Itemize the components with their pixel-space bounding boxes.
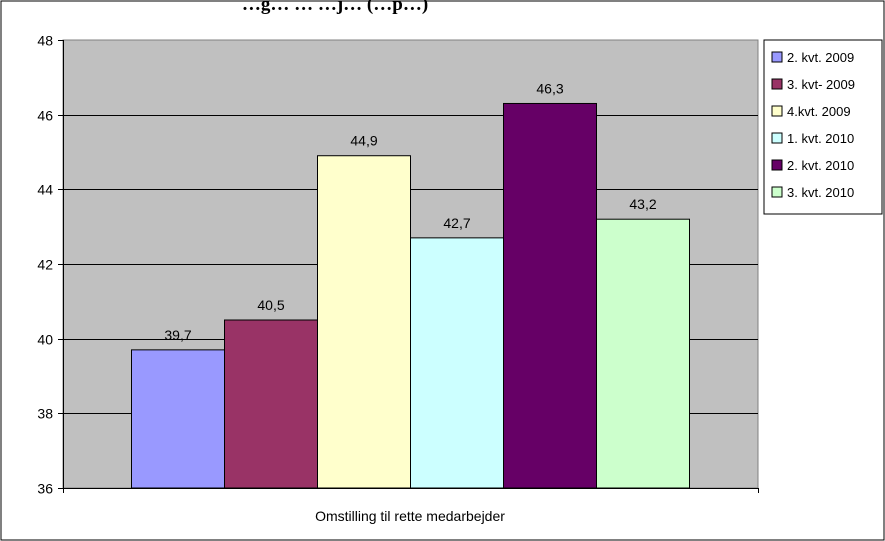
bar bbox=[317, 155, 411, 489]
y-tick-label: 36 bbox=[37, 481, 53, 497]
chart-title: …g… … …j… (…p…) bbox=[242, 0, 428, 15]
legend-swatch bbox=[771, 51, 783, 63]
legend-swatch bbox=[771, 78, 783, 90]
legend-label: 3. kvt- 2009 bbox=[787, 77, 855, 92]
bar bbox=[224, 319, 318, 489]
legend-swatch bbox=[771, 186, 783, 198]
y-tick-label: 46 bbox=[37, 108, 53, 124]
bar-value-label: 43,2 bbox=[629, 196, 656, 212]
bar-value-label: 44,9 bbox=[350, 133, 377, 149]
legend-box bbox=[763, 39, 883, 215]
bar bbox=[503, 102, 597, 489]
legend-label: 2. kvt. 2010 bbox=[787, 158, 854, 173]
legend: 2. kvt. 2009 3. kvt- 2009 4.kvt. 2009 1. kv… bbox=[771, 50, 855, 200]
y-tick-label: 48 bbox=[37, 33, 53, 49]
x-category-label: Omstilling til rette medarbejder bbox=[315, 508, 505, 524]
bar-value-label: 39,7 bbox=[164, 327, 191, 343]
legend-label: 4.kvt. 2009 bbox=[787, 104, 851, 119]
legend-swatch bbox=[771, 105, 783, 117]
bar bbox=[131, 349, 225, 489]
legend-swatch bbox=[771, 132, 783, 144]
legend-label: 3. kvt. 2010 bbox=[787, 185, 854, 200]
legend-label: 1. kvt. 2010 bbox=[787, 131, 854, 146]
bar bbox=[410, 237, 504, 489]
legend-swatch bbox=[771, 159, 783, 171]
bar-value-label: 46,3 bbox=[536, 80, 563, 96]
y-tick-label: 38 bbox=[37, 406, 53, 422]
legend-label: 2. kvt. 2009 bbox=[787, 50, 854, 65]
y-tick-label: 44 bbox=[37, 182, 53, 198]
bar-value-label: 40,5 bbox=[257, 297, 284, 313]
bar-value-label: 42,7 bbox=[443, 215, 470, 231]
bar bbox=[596, 218, 690, 489]
data-labels: 39,7 40,5 44,9 42,7 46,3 43,2 bbox=[164, 80, 656, 342]
y-tick-label: 40 bbox=[37, 332, 53, 348]
bars bbox=[131, 102, 690, 489]
y-tick-label: 42 bbox=[37, 257, 53, 273]
